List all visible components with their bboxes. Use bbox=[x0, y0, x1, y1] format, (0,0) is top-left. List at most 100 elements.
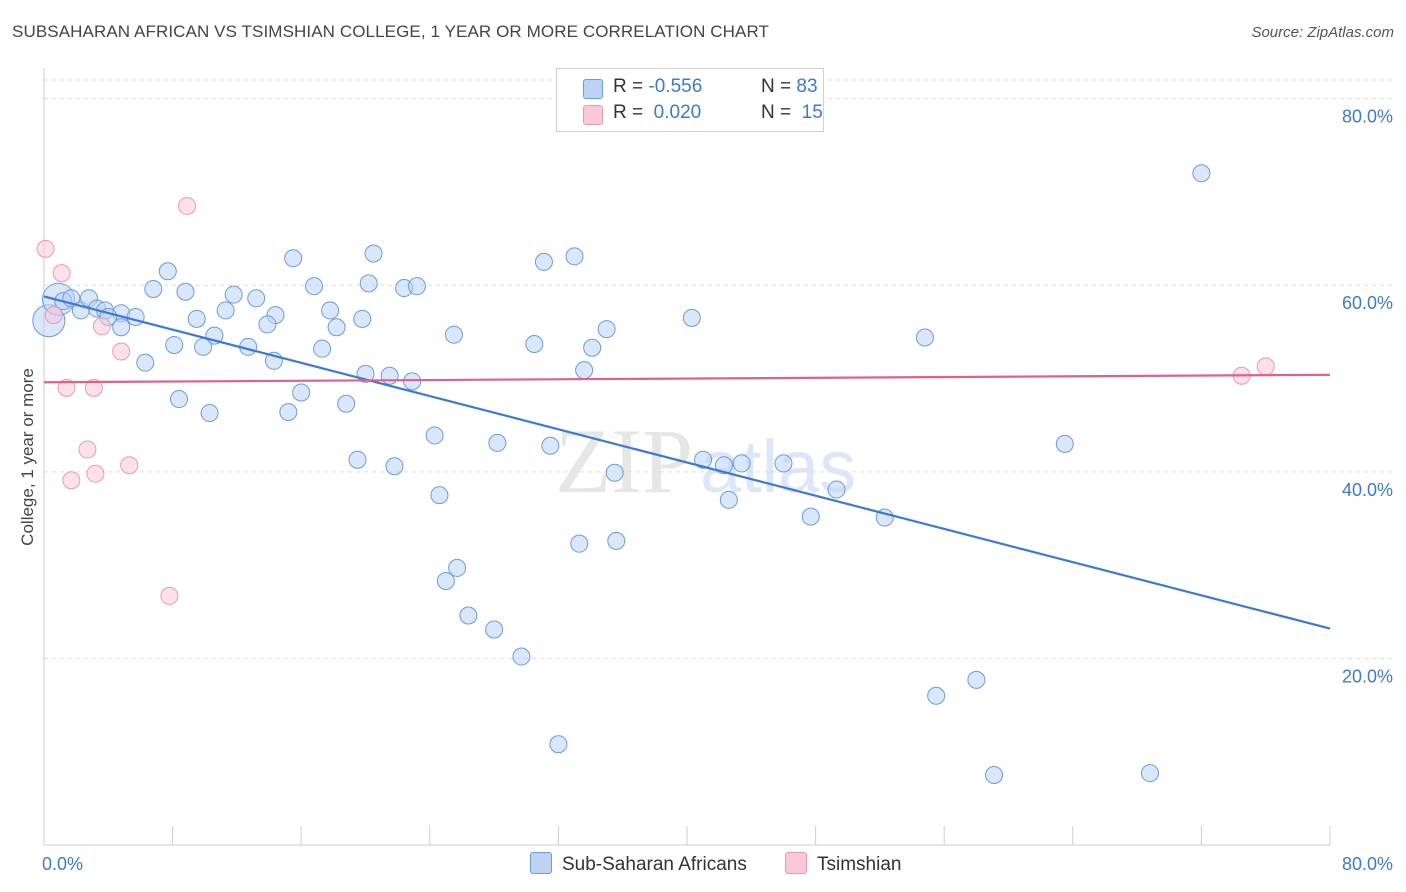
watermark-zip: ZIP bbox=[555, 410, 693, 512]
legend-swatch-sub-saharan bbox=[583, 79, 603, 99]
sub-saharan-point bbox=[430, 486, 449, 505]
sub-saharan-point bbox=[512, 647, 531, 666]
sub-saharan-point bbox=[597, 320, 616, 339]
trend-line-tsimshian bbox=[43, 373, 1331, 384]
tsimshian-point bbox=[62, 471, 81, 490]
sub-saharan-point bbox=[541, 436, 560, 455]
y-tick-label: 40.0% bbox=[1342, 480, 1393, 500]
bottom-legend-swatch-pink bbox=[785, 852, 807, 874]
legend-r: R = -0.556 bbox=[613, 76, 703, 97]
sub-saharan-point bbox=[714, 456, 733, 475]
sub-saharan-point bbox=[258, 315, 277, 334]
y-tick-label: 60.0% bbox=[1342, 293, 1393, 313]
series-sub-saharan-points bbox=[32, 164, 1211, 785]
bottom-legend-swatch-blue bbox=[530, 852, 552, 874]
tsimshian-point bbox=[160, 586, 179, 605]
sub-saharan-point bbox=[719, 490, 738, 509]
sub-saharan-point bbox=[279, 403, 298, 422]
sub-saharan-point bbox=[801, 507, 820, 526]
sub-saharan-point bbox=[774, 454, 793, 473]
y-axis-label: College, 1 year or more bbox=[18, 368, 37, 546]
watermark: ZIP atlas bbox=[555, 410, 856, 512]
y-tick-label: 80.0% bbox=[1342, 107, 1393, 127]
sub-saharan-point bbox=[348, 450, 367, 469]
tsimshian-point bbox=[1256, 357, 1275, 376]
sub-saharan-point bbox=[327, 318, 346, 337]
sub-saharan-point bbox=[292, 383, 311, 402]
legend-n-value: 83 bbox=[796, 76, 818, 97]
tsimshian-point bbox=[178, 196, 197, 215]
sub-saharan-point bbox=[216, 301, 235, 320]
sub-saharan-point bbox=[187, 309, 206, 328]
tsimshian-point bbox=[92, 317, 111, 336]
legend-r-value: -0.556 bbox=[648, 76, 703, 97]
sub-saharan-point bbox=[144, 279, 163, 298]
sub-saharan-point bbox=[284, 249, 303, 268]
sub-saharan-point bbox=[436, 571, 455, 590]
sub-saharan-point bbox=[488, 433, 507, 452]
sub-saharan-point bbox=[985, 766, 1004, 785]
sub-saharan-point bbox=[176, 282, 195, 301]
sub-saharan-point bbox=[247, 289, 266, 308]
gridlines bbox=[44, 79, 1393, 659]
sub-saharan-point bbox=[549, 735, 568, 754]
sub-saharan-point bbox=[305, 277, 324, 296]
legend-r-value: 0.020 bbox=[653, 102, 702, 123]
chart-title: SUBSAHARAN AFRICAN VS TSIMSHIAN COLLEGE,… bbox=[12, 22, 770, 41]
x-tick-labels: 0.0% 80.0% bbox=[42, 854, 1393, 874]
sub-saharan-point bbox=[915, 328, 934, 347]
sub-saharan-point bbox=[321, 301, 340, 320]
legend-r: R = 0.020 bbox=[613, 102, 702, 123]
sub-saharan-point bbox=[165, 335, 184, 354]
sub-saharan-point bbox=[1055, 434, 1074, 453]
sub-saharan-point bbox=[385, 457, 404, 476]
sub-saharan-point bbox=[967, 670, 986, 689]
sub-saharan-point bbox=[126, 307, 145, 326]
sub-saharan-point bbox=[224, 285, 243, 304]
axes bbox=[43, 68, 1331, 846]
trend-lines bbox=[43, 295, 1331, 630]
sub-saharan-point bbox=[444, 325, 463, 344]
y-tick-labels: 20.0% 40.0% 60.0% 80.0% bbox=[1342, 107, 1393, 687]
sub-saharan-point bbox=[732, 454, 751, 473]
tsimshian-point bbox=[52, 264, 71, 283]
tsimshian-point bbox=[86, 464, 105, 483]
tsimshian-point bbox=[44, 306, 63, 325]
tsimshian-point bbox=[84, 378, 103, 397]
legend-swatch-tsimshian bbox=[583, 105, 603, 125]
sub-saharan-point bbox=[448, 558, 467, 577]
sub-saharan-point bbox=[570, 534, 589, 553]
sub-saharan-point bbox=[353, 309, 372, 328]
bottom-legend-tsimshian: Tsimshian bbox=[785, 852, 901, 876]
sub-saharan-point bbox=[200, 404, 219, 423]
trend-line-sub-saharan bbox=[43, 295, 1331, 630]
tsimshian-point bbox=[78, 440, 97, 459]
sub-saharan-point bbox=[380, 366, 399, 385]
sub-saharan-point bbox=[1140, 764, 1159, 783]
tsimshian-point bbox=[36, 239, 55, 258]
sub-saharan-point bbox=[170, 390, 189, 409]
bottom-legend-label: Sub-Saharan Africans bbox=[562, 854, 747, 875]
sub-saharan-point bbox=[407, 277, 426, 296]
tsimshian-point bbox=[57, 378, 76, 397]
sub-saharan-point bbox=[194, 337, 213, 356]
sub-saharan-point bbox=[425, 426, 444, 445]
tsimshian-point bbox=[112, 342, 131, 361]
legend-n: N = 83 bbox=[761, 76, 818, 97]
sub-saharan-point bbox=[607, 531, 626, 550]
sub-saharan-point bbox=[827, 480, 846, 499]
sub-saharan-point bbox=[682, 308, 701, 327]
legend-n-value: 15 bbox=[801, 102, 823, 123]
sub-saharan-point bbox=[927, 686, 946, 705]
sub-saharan-point bbox=[459, 606, 478, 625]
sub-saharan-point bbox=[565, 247, 584, 266]
sub-saharan-point bbox=[313, 339, 332, 358]
legend-n: N = 15 bbox=[761, 102, 823, 123]
sub-saharan-point bbox=[158, 262, 177, 281]
sub-saharan-point bbox=[403, 372, 422, 391]
bottom-legend-sub-saharan: Sub-Saharan Africans bbox=[530, 852, 747, 876]
sub-saharan-point bbox=[1192, 164, 1211, 183]
sub-saharan-point bbox=[605, 463, 624, 482]
sub-saharan-point bbox=[112, 318, 131, 337]
